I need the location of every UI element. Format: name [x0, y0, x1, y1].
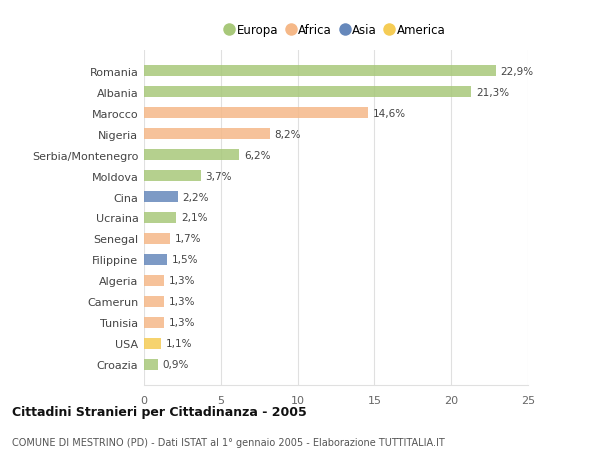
Bar: [144, 191, 178, 203]
Bar: [144, 317, 164, 329]
Bar: [144, 359, 158, 370]
Text: 22,9%: 22,9%: [500, 67, 533, 77]
Text: 6,2%: 6,2%: [244, 150, 271, 160]
Bar: [144, 87, 471, 98]
Text: COMUNE DI MESTRINO (PD) - Dati ISTAT al 1° gennaio 2005 - Elaborazione TUTTITALI: COMUNE DI MESTRINO (PD) - Dati ISTAT al …: [12, 437, 445, 447]
Bar: [144, 170, 201, 182]
Text: 0,9%: 0,9%: [163, 359, 189, 369]
Bar: [144, 107, 368, 119]
Text: 1,3%: 1,3%: [169, 297, 195, 307]
Bar: [144, 296, 164, 308]
Bar: [144, 150, 239, 161]
Text: 1,7%: 1,7%: [175, 234, 201, 244]
Text: 1,5%: 1,5%: [172, 255, 198, 265]
Bar: [144, 66, 496, 77]
Bar: [144, 254, 167, 266]
Text: 1,3%: 1,3%: [169, 318, 195, 328]
Bar: [144, 212, 176, 224]
Text: 8,2%: 8,2%: [275, 129, 301, 139]
Text: 2,1%: 2,1%: [181, 213, 208, 223]
Legend: Europa, Africa, Asia, America: Europa, Africa, Asia, America: [221, 20, 451, 42]
Bar: [144, 338, 161, 349]
Text: 3,7%: 3,7%: [205, 171, 232, 181]
Text: 14,6%: 14,6%: [373, 108, 406, 118]
Text: 1,3%: 1,3%: [169, 276, 195, 286]
Text: Cittadini Stranieri per Cittadinanza - 2005: Cittadini Stranieri per Cittadinanza - 2…: [12, 405, 307, 419]
Bar: [144, 233, 170, 245]
Bar: [144, 275, 164, 286]
Bar: [144, 129, 270, 140]
Text: 1,1%: 1,1%: [166, 339, 192, 349]
Text: 21,3%: 21,3%: [476, 87, 509, 97]
Text: 2,2%: 2,2%: [182, 192, 209, 202]
